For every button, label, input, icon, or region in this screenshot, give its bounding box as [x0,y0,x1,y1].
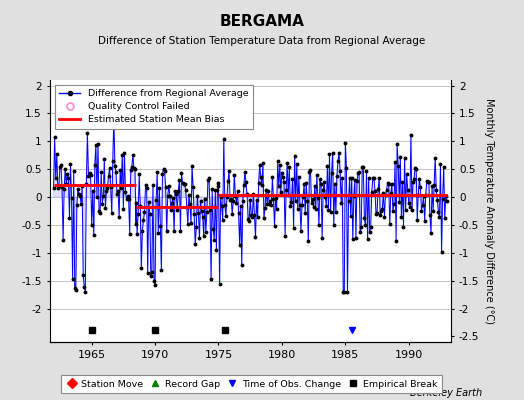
Text: Berkeley Earth: Berkeley Earth [410,388,482,398]
Y-axis label: Monthly Temperature Anomaly Difference (°C): Monthly Temperature Anomaly Difference (… [484,98,494,324]
Text: Difference of Station Temperature Data from Regional Average: Difference of Station Temperature Data f… [99,36,425,46]
Legend: Station Move, Record Gap, Time of Obs. Change, Empirical Break: Station Move, Record Gap, Time of Obs. C… [61,375,442,393]
Legend: Difference from Regional Average, Quality Control Failed, Estimated Station Mean: Difference from Regional Average, Qualit… [54,85,253,129]
Text: BERGAMA: BERGAMA [220,14,304,29]
